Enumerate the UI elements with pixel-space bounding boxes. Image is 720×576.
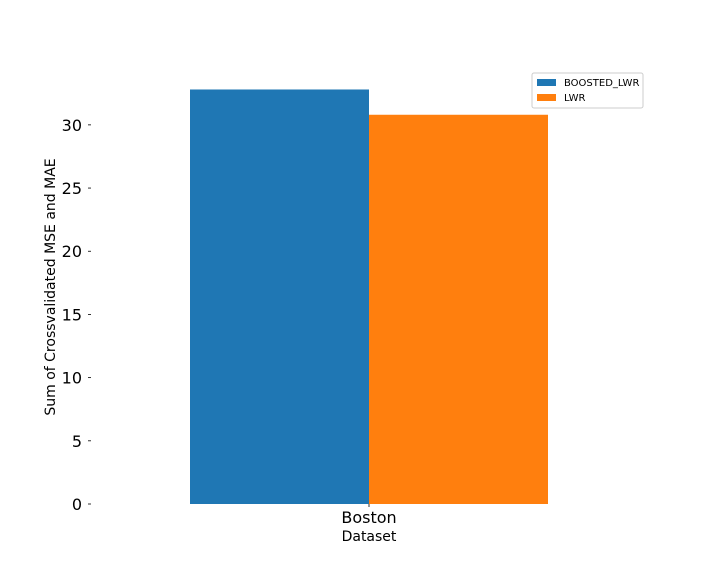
x-tick-label: Boston (341, 508, 396, 527)
y-tick-label: 0 (72, 495, 82, 514)
y-tick-label: 15 (62, 305, 82, 324)
legend-label: LWR (564, 93, 586, 104)
y-axis: 0 5 10 15 20 25 30 (62, 116, 91, 514)
legend-frame (531, 72, 644, 109)
legend: BOOSTED_LWR LWR (531, 72, 644, 109)
legend-label: BOOSTED_LWR (564, 78, 639, 89)
x-axis-label: Dataset (342, 529, 397, 545)
bars-group (190, 89, 548, 504)
legend-swatch (537, 79, 556, 86)
y-tick-label: 10 (62, 369, 82, 388)
y-tick-label: 5 (72, 432, 82, 451)
y-tick-label: 25 (62, 179, 82, 198)
y-tick-label: 20 (62, 242, 82, 261)
legend-swatch (537, 94, 556, 101)
x-axis: Boston (341, 504, 397, 527)
bar-lwr (369, 114, 548, 504)
y-axis-label: Sum of Crossvalidated MSE and MAE (43, 158, 59, 415)
y-tick-label: 30 (62, 116, 82, 135)
bar-boosted-lwr (190, 89, 369, 504)
